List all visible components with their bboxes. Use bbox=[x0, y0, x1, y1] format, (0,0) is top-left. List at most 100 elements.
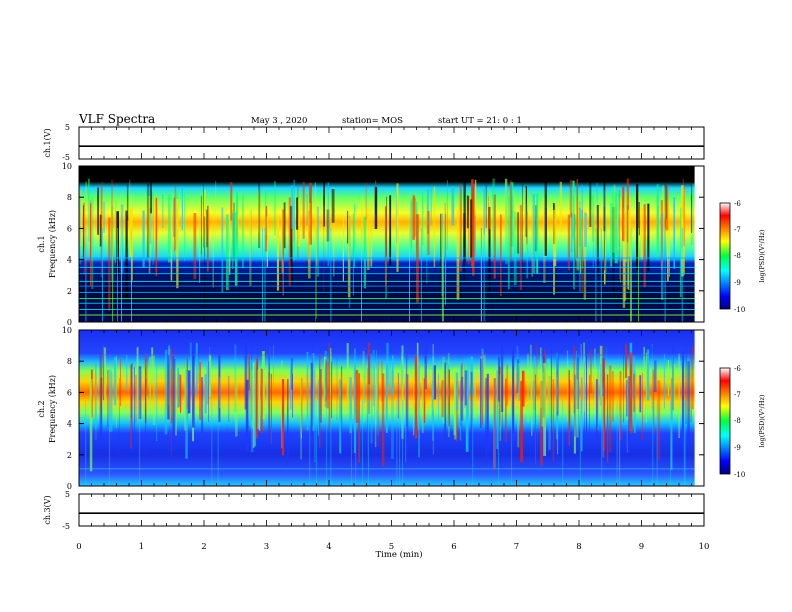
streaks1-streak bbox=[100, 186, 103, 278]
streaks2-streak bbox=[643, 346, 645, 391]
streaks2-streak bbox=[608, 365, 612, 453]
streaks2-streak bbox=[599, 363, 602, 406]
x-tick-label: 1 bbox=[139, 542, 144, 552]
streaks1-streak bbox=[348, 215, 351, 308]
streaks1-streak bbox=[427, 211, 430, 255]
streaks1-streak bbox=[574, 214, 576, 277]
ch2-colorbar-tick: -9 bbox=[734, 444, 741, 452]
streaks2-streak bbox=[418, 365, 420, 458]
ch3-ytick-top: 5 bbox=[65, 490, 70, 499]
streaks2-streak bbox=[208, 361, 209, 422]
streaks1-streak bbox=[242, 194, 244, 269]
streaks2-streak bbox=[576, 357, 579, 409]
streaks2-streak bbox=[330, 352, 332, 386]
streaks1-streak bbox=[626, 205, 629, 289]
streaks2-streak bbox=[432, 344, 434, 411]
streaks1-streak bbox=[206, 209, 208, 248]
streaks1-streak bbox=[250, 210, 252, 286]
streaks2-streak bbox=[431, 380, 433, 427]
ch2-colorbar-tick: -10 bbox=[734, 471, 745, 479]
ch1-spectrogram-ylabel: Frequency (kHz) bbox=[48, 210, 57, 278]
x-tick-label: 7 bbox=[514, 542, 519, 552]
streaks2-streak bbox=[597, 353, 599, 431]
streaks2-streak bbox=[173, 358, 176, 450]
streaks2-streak bbox=[95, 362, 97, 429]
streaks2-streak bbox=[566, 350, 569, 421]
streaks1-streak bbox=[472, 184, 475, 276]
streaks2-streak bbox=[531, 380, 533, 436]
streaks1-streak bbox=[365, 183, 367, 220]
x-axis-ticks bbox=[78, 127, 705, 526]
ch2-spectrogram-lines bbox=[79, 354, 695, 486]
streaks2-streak bbox=[145, 350, 146, 401]
streaks1-streak bbox=[314, 182, 316, 241]
streaks2-streak bbox=[249, 360, 251, 426]
streaks2-streak bbox=[100, 353, 103, 394]
streaks2-streak bbox=[119, 378, 120, 458]
streaks1-streak bbox=[149, 207, 152, 245]
streaks2-streak bbox=[464, 370, 467, 406]
streaks1-streak bbox=[129, 208, 132, 258]
streaks2-streak bbox=[184, 371, 187, 431]
streaks2-streak bbox=[364, 367, 366, 404]
streaks1-streak bbox=[148, 195, 151, 274]
streaks2-streak bbox=[251, 370, 254, 429]
streaks2-streak bbox=[444, 362, 447, 448]
streaks2-streak bbox=[385, 360, 388, 433]
streaks2-streak bbox=[251, 343, 253, 421]
streaks1-streak bbox=[690, 194, 692, 246]
streaks2-streak bbox=[273, 345, 274, 393]
streaks1-streak bbox=[444, 202, 446, 261]
streaks1-streak bbox=[543, 197, 546, 283]
streaks1-streak bbox=[573, 216, 575, 290]
streaks2-streak bbox=[448, 369, 450, 427]
streaks2-streak bbox=[262, 351, 265, 420]
streaks2-streak bbox=[482, 352, 484, 426]
streaks1-streak bbox=[665, 185, 669, 231]
streaks2-streak bbox=[512, 349, 515, 434]
streaks2-streak bbox=[455, 372, 459, 410]
streaks2-streak bbox=[300, 381, 302, 460]
streaks2-streak bbox=[552, 379, 555, 462]
streaks1-streak bbox=[629, 197, 631, 256]
streaks2-streak bbox=[447, 363, 450, 427]
streaks1-streak bbox=[662, 185, 665, 224]
streaks1-streak bbox=[636, 183, 639, 270]
ticks1-label: 6 bbox=[67, 224, 72, 233]
streaks2-streak bbox=[518, 365, 520, 401]
streaks2-streak bbox=[596, 379, 598, 445]
streaks2-streak bbox=[516, 346, 519, 385]
streaks2-streak bbox=[290, 357, 293, 390]
streaks2-streak bbox=[536, 343, 538, 396]
streaks2-streak bbox=[391, 370, 394, 459]
streaks1-streak bbox=[583, 208, 587, 300]
streaks2-streak bbox=[480, 358, 482, 429]
streaks1-streak bbox=[327, 182, 330, 266]
streaks1-streak bbox=[611, 186, 615, 253]
streaks2-streak bbox=[406, 374, 409, 454]
streaks1-streak bbox=[553, 210, 555, 295]
header-date: May 3 , 2020 bbox=[251, 116, 307, 126]
streaks1-streak bbox=[509, 180, 512, 261]
streaks2-streak bbox=[692, 346, 694, 410]
streaks2-streak bbox=[151, 347, 154, 385]
streaks2-streak bbox=[465, 370, 469, 452]
streaks2-streak bbox=[244, 343, 248, 410]
streaks2-streak bbox=[625, 344, 627, 378]
x-tick-label: 2 bbox=[201, 542, 206, 552]
streaks2-streak bbox=[268, 343, 270, 433]
streaks1-streak bbox=[199, 201, 201, 283]
streaks1-streak bbox=[276, 215, 279, 291]
streaks1-streak bbox=[667, 201, 669, 282]
streaks2-streak bbox=[324, 350, 327, 408]
streaks1-streak bbox=[517, 212, 519, 254]
streaks2-streak bbox=[521, 370, 525, 407]
streaks2-streak bbox=[174, 370, 177, 436]
streaks1-streak bbox=[367, 206, 370, 270]
streaks2-streak bbox=[300, 368, 302, 439]
streaks2-streak bbox=[628, 376, 630, 453]
streaks2-streak bbox=[317, 379, 319, 436]
streaks1-streak bbox=[152, 192, 154, 265]
streaks2-streak bbox=[663, 353, 665, 409]
streaks1-streak bbox=[622, 186, 625, 242]
